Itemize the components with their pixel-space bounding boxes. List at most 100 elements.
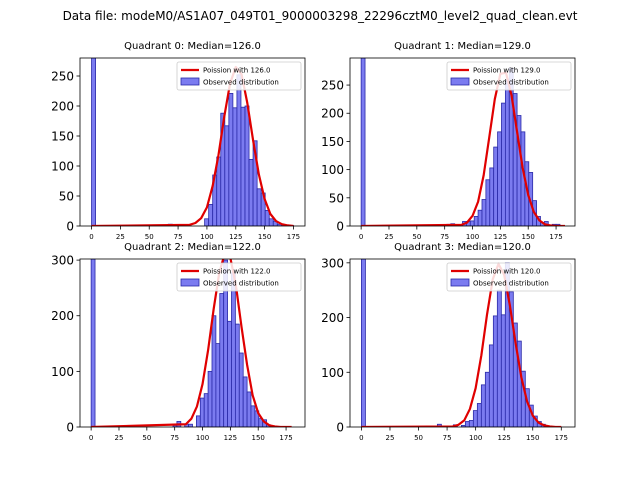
quadrant-2-xtick-label-6: 150 bbox=[252, 434, 265, 442]
quadrant-2-xtick-label-3: 75 bbox=[170, 434, 179, 442]
quadrant-3-axes-frame bbox=[349, 258, 576, 428]
quadrant-2-bar-0 bbox=[90, 259, 96, 427]
quadrant-0-title: Quadrant 0: Median=126.0 bbox=[124, 41, 261, 52]
quadrant-2-legend-observed-label: Observed distribution bbox=[203, 280, 279, 288]
quadrant-3-legend: Poission with 120.0 Observed distribution bbox=[446, 262, 572, 292]
quadrant-0-xtick-label-0: 0 bbox=[89, 233, 93, 241]
quadrant-1-xtick-label-7: 175 bbox=[549, 233, 562, 241]
quadrant-2-panel: Quadrant 2: Median=122.0 0 25 50 75 100 125 150… bbox=[51, 242, 306, 442]
quadrant-0-legend-observed-label: Observed distribution bbox=[203, 79, 279, 87]
quadrant-2-xtick-label-0: 0 bbox=[89, 434, 93, 442]
quadrant-1-bar-11 bbox=[493, 146, 498, 226]
quadrant-0-bar-18 bbox=[268, 218, 274, 226]
quadrant-0-legend-box bbox=[176, 61, 302, 91]
quadrant-1-ytick-label-0: 0 bbox=[336, 220, 344, 234]
quadrant-3-legend-box bbox=[446, 262, 572, 292]
quadrant-2-bar-10 bbox=[215, 343, 221, 427]
quadrant-3-legend-bar-swatch bbox=[450, 278, 470, 287]
quadrant-2-xtick-label-7: 175 bbox=[279, 434, 292, 442]
quadrant-1-bar-0 bbox=[360, 58, 366, 226]
quadrant-1-xtick-label-0: 0 bbox=[359, 233, 363, 241]
quadrant-3-bar-9 bbox=[484, 371, 490, 427]
quadrant-0-bar-2 bbox=[204, 218, 210, 226]
quadrant-1-ytick-label-4: 200 bbox=[321, 107, 344, 121]
quadrant-2-bar-16 bbox=[238, 352, 244, 427]
quadrant-1-xtick-label-3: 75 bbox=[440, 233, 449, 241]
quadrant-2-bar-13 bbox=[227, 320, 232, 427]
quadrant-0-bar-10 bbox=[236, 74, 242, 226]
quadrant-2-title: Quadrant 2: Median=122.0 bbox=[124, 242, 261, 253]
quadrant-2-ytick-label-2: 200 bbox=[51, 309, 74, 323]
quadrant-0-ytick-label-1: 50 bbox=[59, 190, 74, 204]
quadrant-1-bar-6 bbox=[473, 216, 479, 226]
quadrant-1-legend-observed-label: Observed distribution bbox=[473, 79, 549, 87]
quadrant-1-legend-bar-swatch bbox=[450, 77, 470, 86]
quadrant-1-poisson-curve bbox=[361, 71, 565, 226]
quadrant-2-bar-18 bbox=[246, 391, 252, 427]
quadrant-1-legend-box bbox=[446, 61, 572, 91]
quadrant-0-bar-14 bbox=[252, 140, 258, 226]
quadrant-3-bar-6 bbox=[472, 410, 478, 427]
quadrant-1-xtick-label-6: 150 bbox=[522, 233, 535, 241]
quadrant-3-xtick-label-5: 125 bbox=[498, 434, 511, 442]
quadrant-2-bar-8 bbox=[207, 370, 213, 427]
quadrant-0-panel: Quadrant 0: Median=126.0 0 25 50 75 100 125 150… bbox=[51, 41, 306, 241]
quadrant-1-title: Quadrant 1: Median=129.0 bbox=[394, 41, 531, 52]
quadrant-3-bar-13 bbox=[500, 314, 506, 427]
quadrant-1-ytick-label-5: 250 bbox=[321, 79, 344, 93]
quadrant-0-xtick-label-1: 25 bbox=[116, 233, 125, 241]
quadrant-1-ytick-label-3: 150 bbox=[321, 135, 344, 149]
quadrant-0-bar-3 bbox=[208, 203, 214, 226]
quadrant-2-xtick-label-1: 25 bbox=[115, 434, 124, 442]
quadrant-3-bar-7 bbox=[476, 403, 482, 427]
quadrant-2-xtick-label-2: 50 bbox=[142, 434, 151, 442]
quadrant-3-xtick-label-3: 75 bbox=[443, 434, 452, 442]
quadrant-3-xtick-label-4: 100 bbox=[469, 434, 482, 442]
quadrant-3-ytick-label-2: 200 bbox=[321, 311, 344, 325]
quadrant-1-xtick-label-5: 125 bbox=[494, 233, 507, 241]
quadrant-2-bar-11 bbox=[219, 293, 225, 427]
quadrant-0-axes-frame bbox=[79, 57, 306, 227]
quadrant-3-xtick-label-0: 0 bbox=[359, 434, 363, 442]
quadrant-0-bar-13 bbox=[248, 158, 254, 226]
quadrant-0-bar-15 bbox=[256, 188, 262, 226]
quadrant-2-bar-4 bbox=[188, 423, 193, 427]
quadrant-3-xtick-label-7: 175 bbox=[555, 434, 568, 442]
quadrant-0-bar-12 bbox=[244, 105, 250, 226]
quadrant-1-xtick-label-1: 25 bbox=[385, 233, 394, 241]
quadrant-panels: Quadrant 0: Median=126.0 0 25 50 75 100 125 150… bbox=[51, 41, 576, 442]
quadrant-1-bar-9 bbox=[485, 179, 491, 226]
quadrant-1-bar-14 bbox=[504, 80, 510, 226]
quadrant-3-bar-12 bbox=[496, 289, 502, 427]
quadrant-2-legend: Poission with 122.0 Observed distribution bbox=[176, 262, 302, 292]
quadrant-1-bar-12 bbox=[497, 131, 502, 226]
quadrant-0-bar-11 bbox=[240, 106, 246, 226]
quadrant-2-bar-5 bbox=[195, 415, 201, 427]
quadrant-3-xtick-label-6: 150 bbox=[526, 434, 539, 442]
quadrant-0-bar-17 bbox=[264, 209, 270, 226]
quadrant-3-bar-8 bbox=[480, 384, 486, 427]
quadrant-3-title: Quadrant 3: Median=120.0 bbox=[394, 242, 531, 253]
quadrant-0-ytick-label-3: 150 bbox=[51, 130, 74, 144]
quadrant-0-xtick-label-5: 125 bbox=[229, 233, 242, 241]
quadrant-0-bar-7 bbox=[224, 125, 230, 226]
quadrant-3-bar-11 bbox=[492, 315, 498, 427]
quadrant-0-bar-0 bbox=[91, 58, 96, 226]
quadrant-2-bar-19 bbox=[250, 405, 256, 427]
quadrant-2-xtick-label-4: 100 bbox=[196, 434, 209, 442]
quadrant-3-legend-observed-label: Observed distribution bbox=[473, 280, 549, 288]
quadrant-2-ytick-label-1: 100 bbox=[51, 365, 74, 379]
quadrant-3-legend-poisson-label: Poission with 120.0 bbox=[473, 268, 541, 276]
quadrant-0-legend: Poission with 126.0 Observed distribution bbox=[176, 61, 302, 91]
quadrant-2-bar-15 bbox=[234, 323, 240, 427]
quadrant-3-bar-0 bbox=[361, 259, 366, 427]
quadrant-3-ytick-label-0: 0 bbox=[336, 421, 344, 435]
quadrant-2-legend-bar-swatch bbox=[180, 278, 200, 287]
quadrant-0-ytick-label-5: 250 bbox=[51, 70, 74, 84]
quadrant-0-ytick-label-2: 100 bbox=[51, 160, 74, 174]
quadrant-0-bar-5 bbox=[216, 156, 222, 226]
quadrant-1-axes-frame bbox=[349, 57, 576, 227]
quadrant-0-bar-9 bbox=[232, 107, 238, 226]
quadrant-1-bar-7 bbox=[477, 209, 483, 226]
quadrant-2-ytick-label-0: 0 bbox=[66, 421, 74, 435]
